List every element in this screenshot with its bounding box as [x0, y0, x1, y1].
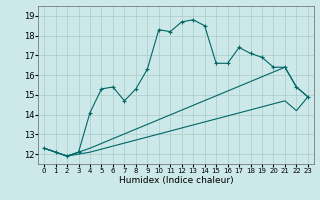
X-axis label: Humidex (Indice chaleur): Humidex (Indice chaleur) — [119, 176, 233, 185]
